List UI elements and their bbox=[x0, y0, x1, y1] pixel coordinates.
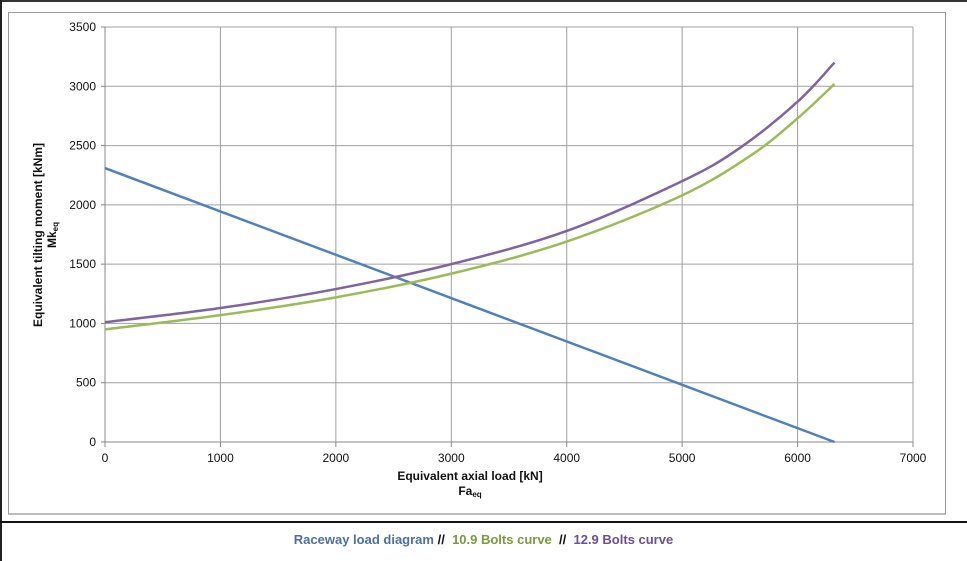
y-axis-sublabel: Mkeq bbox=[45, 222, 60, 248]
x-tick-label: 2000 bbox=[323, 451, 350, 465]
x-axis-label: Equivalent axial load [kN] bbox=[397, 469, 542, 483]
series-line-2 bbox=[104, 61, 836, 324]
y-tick-label: 0 bbox=[89, 435, 96, 449]
x-tick-label: 1000 bbox=[207, 451, 234, 465]
y-axis-label: Equivalent tilting moment [kNm] bbox=[31, 143, 45, 327]
chart-frame bbox=[8, 12, 946, 515]
legend-sep: // bbox=[437, 532, 445, 547]
left-border bbox=[0, 0, 2, 561]
y-tick-label: 2000 bbox=[69, 198, 96, 212]
y-tick-label: 3500 bbox=[69, 20, 96, 34]
top-border bbox=[0, 0, 967, 2]
x-tick-label: 3000 bbox=[438, 451, 465, 465]
series-line-0 bbox=[104, 166, 835, 444]
x-tick-label: 7000 bbox=[900, 451, 927, 465]
x-tick-label: 0 bbox=[102, 451, 109, 465]
legend-12-9: 12.9 Bolts curve bbox=[573, 532, 674, 547]
legend-10-9: 10.9 Bolts curve bbox=[452, 532, 552, 547]
y-tick-label: 1500 bbox=[69, 257, 96, 271]
x-tick-label: 5000 bbox=[669, 451, 696, 465]
legend-raceway: Raceway load diagram bbox=[293, 532, 434, 547]
y-tick-label: 500 bbox=[76, 376, 96, 390]
x-tick-label: 6000 bbox=[784, 451, 811, 465]
separator-line bbox=[0, 521, 967, 523]
y-tick-label: 1000 bbox=[69, 316, 96, 330]
y-tick-label: 3000 bbox=[69, 79, 96, 93]
x-tick-label: 4000 bbox=[553, 451, 580, 465]
legend: Raceway load diagram // 10.9 Bolts curve… bbox=[0, 532, 967, 547]
x-axis-sublabel: Faeq bbox=[458, 484, 481, 499]
legend-sep: // bbox=[559, 532, 567, 547]
series-line-1 bbox=[104, 82, 836, 331]
y-tick-label: 2500 bbox=[69, 139, 96, 153]
